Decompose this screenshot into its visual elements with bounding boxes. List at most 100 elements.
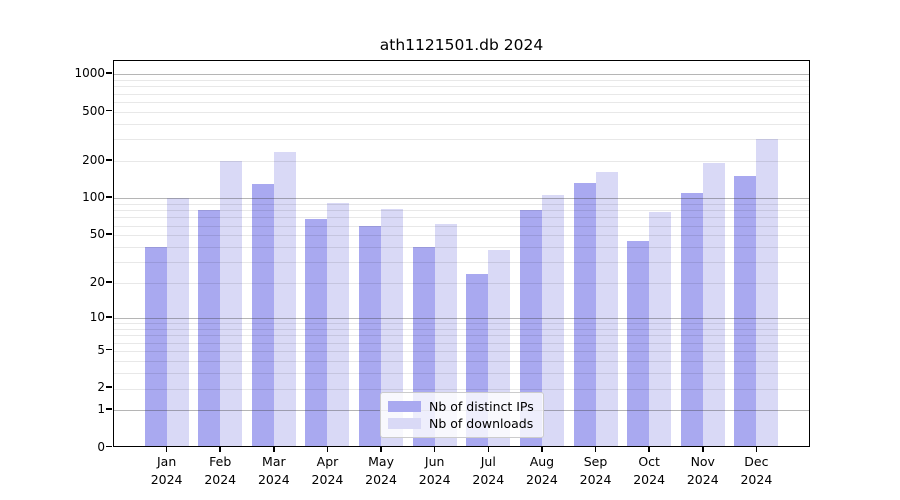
xtick-label-aug: Aug 2024 [526, 454, 558, 487]
legend: Nb of distinct IPs Nb of downloads [380, 392, 544, 438]
xtick-mark-aug [541, 447, 543, 452]
bar-aug-distinct-ips [519, 210, 542, 446]
gridline-30 [114, 262, 809, 264]
ytick-label-1: 1 [97, 402, 105, 417]
ytick-label-50: 50 [89, 227, 105, 242]
xtick-label-oct: Oct 2024 [633, 454, 666, 487]
bar-aug-downloads [541, 194, 564, 446]
bar-sep-distinct-ips [573, 183, 596, 446]
bar-jun-downloads [434, 223, 457, 446]
legend-label-distinct-ips: Nb of distinct IPs [429, 399, 534, 414]
xtick-label-sep: Sep 2024 [579, 454, 612, 487]
xtick-label-mar: Mar 2024 [257, 454, 290, 487]
gridline-50 [114, 235, 809, 237]
xtick-mark-jun [433, 447, 436, 452]
gridline-90 [114, 203, 809, 205]
ytick-mark-100 [106, 196, 112, 198]
ytick-mark-10 [106, 316, 112, 318]
ytick-label-5: 5 [97, 342, 105, 357]
gridline-300 [114, 139, 809, 141]
gridline-1000 [114, 74, 809, 76]
legend-entry-distinct-ips: Nb of distinct IPs [388, 398, 535, 415]
bar-dec-distinct-ips [734, 175, 757, 446]
xtick-mark-may [380, 447, 382, 452]
legend-swatch-downloads [388, 418, 421, 429]
bar-may-downloads [381, 208, 404, 446]
ytick-mark-200 [106, 159, 112, 161]
xtick-label-jun: Jun 2024 [418, 454, 451, 487]
gridline-60 [114, 225, 809, 227]
ytick-label-500: 500 [82, 103, 105, 118]
ytick-label-100: 100 [82, 190, 105, 205]
ytick-label-0: 0 [97, 439, 105, 454]
xtick-label-may: May 2024 [365, 454, 397, 487]
bar-nov-downloads [702, 163, 725, 446]
ytick-label-200: 200 [82, 153, 105, 168]
bar-apr-downloads [327, 202, 350, 446]
gridline-10 [114, 318, 809, 320]
xtick-label-feb: Feb 2024 [204, 454, 237, 487]
xtick-label-jul: Jul 2024 [472, 454, 505, 487]
bar-apr-distinct-ips [305, 218, 328, 446]
ytick-mark-1000 [106, 72, 112, 74]
gridline-70 [114, 217, 809, 219]
gridline-8 [114, 329, 809, 330]
gridline-4 [114, 360, 809, 362]
ytick-mark-50 [106, 233, 112, 235]
ytick-mark-5 [106, 348, 112, 351]
gridline-600 [114, 101, 809, 103]
legend-entry-downloads: Nb of downloads [388, 415, 535, 432]
plot-area [113, 60, 810, 447]
xtick-mark-apr [326, 447, 329, 452]
gridline-900 [114, 79, 809, 81]
bar-jan-distinct-ips [144, 247, 167, 446]
xtick-label-jan: Jan 2024 [150, 454, 183, 487]
xtick-mark-sep [594, 447, 597, 452]
ytick-mark-500 [106, 109, 112, 112]
legend-swatch-distinct-ips [388, 401, 421, 412]
gridline-500 [114, 111, 809, 113]
bar-dec-downloads [756, 139, 779, 446]
gridline-2 [114, 388, 809, 390]
gridline-400 [114, 123, 809, 125]
ytick-label-2: 2 [97, 380, 105, 395]
gridline-700 [114, 93, 809, 95]
gridline-3 [114, 372, 809, 374]
xtick-mark-feb [219, 447, 221, 452]
gridline-200 [114, 161, 809, 162]
ytick-label-10: 10 [89, 310, 105, 325]
ytick-mark-0 [106, 445, 112, 448]
bar-nov-distinct-ips [680, 193, 703, 446]
xtick-mark-nov [702, 447, 704, 452]
gridline-100 [114, 198, 809, 200]
gridline-7 [114, 335, 809, 337]
gridline-20 [114, 283, 809, 285]
xtick-mark-oct [648, 447, 650, 452]
xtick-mark-mar [273, 447, 275, 452]
ytick-label-1000: 1000 [74, 66, 105, 81]
gridline-80 [114, 210, 809, 212]
bar-oct-downloads [649, 211, 672, 446]
bar-feb-downloads [220, 161, 243, 446]
bar-feb-distinct-ips [198, 210, 221, 446]
bar-may-distinct-ips [359, 226, 382, 446]
ytick-mark-2 [106, 386, 112, 388]
xtick-label-nov: Nov 2024 [686, 454, 719, 487]
chart-title: ath1121501.db 2024 [379, 36, 544, 54]
xtick-mark-dec [755, 447, 758, 452]
gridline-5 [114, 351, 809, 352]
bar-mar-downloads [273, 152, 296, 446]
gridline-800 [114, 86, 809, 88]
ytick-label-20: 20 [89, 275, 105, 290]
xtick-label-dec: Dec 2024 [740, 454, 773, 487]
xtick-mark-jan [165, 447, 168, 452]
legend-label-downloads: Nb of downloads [429, 416, 534, 431]
bar-oct-distinct-ips [627, 240, 650, 446]
xtick-label-apr: Apr 2024 [311, 454, 344, 487]
bar-sep-downloads [595, 171, 618, 446]
bar-mar-distinct-ips [251, 184, 274, 446]
ytick-mark-1 [106, 408, 112, 410]
gridline-9 [114, 323, 809, 325]
gridline-40 [114, 247, 809, 248]
